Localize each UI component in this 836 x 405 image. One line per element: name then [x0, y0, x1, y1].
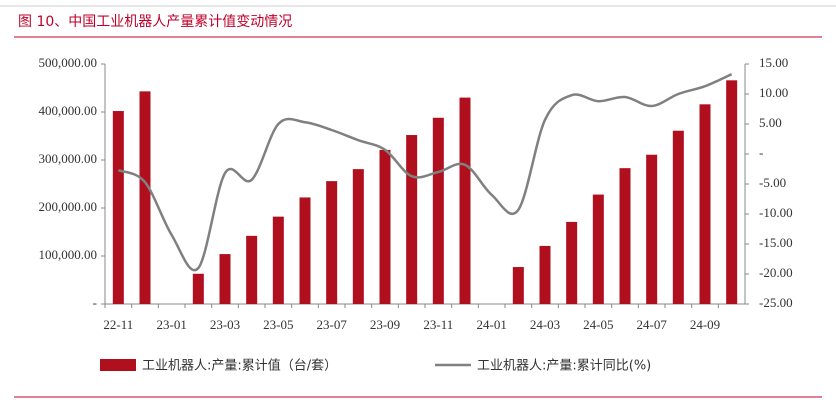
chart-title: 图 10、中国工业机器人产量累计值变动情况 [18, 14, 292, 30]
bar [139, 91, 151, 304]
legend-label: 工业机器人:产量:累计值（台/套） [142, 358, 337, 374]
bar [272, 216, 284, 304]
bar [672, 130, 684, 304]
y2-tick-label: 10.00 [759, 85, 788, 100]
x-tick-label: 24-09 [690, 317, 720, 332]
y2-tick-label: - [759, 145, 763, 160]
bar [219, 254, 231, 304]
bar [699, 104, 711, 304]
y2-tick-label: -5.00 [759, 175, 786, 190]
legend-swatch [100, 359, 136, 371]
x-tick-label: 24-07 [636, 317, 667, 332]
bar [192, 273, 204, 304]
bar [299, 197, 311, 304]
bar [459, 97, 471, 304]
bar [592, 194, 604, 304]
legend-label: 工业机器人:产量:累计同比(%) [477, 359, 651, 374]
bar [539, 245, 551, 304]
line [117, 73, 733, 272]
x-tick-label: 23-05 [263, 317, 293, 332]
x-tick-label: 23-11 [423, 317, 453, 332]
y-tick-label: 200,000.00 [39, 199, 98, 214]
bar [512, 267, 524, 304]
y-tick-label: 500,000.00 [39, 55, 98, 70]
bar [646, 154, 658, 304]
bar [406, 135, 418, 304]
x-tick-label: 24-05 [583, 317, 613, 332]
bar [246, 235, 258, 304]
y2-tick-label: 15.00 [759, 55, 788, 70]
x-tick-label: 22-11 [103, 317, 133, 332]
bar [352, 169, 364, 304]
bar [432, 117, 444, 304]
x-tick-label: 23-01 [156, 317, 186, 332]
x-tick-label: 23-09 [370, 317, 400, 332]
x-tick-label: 23-03 [210, 317, 240, 332]
y-tick-label: 100,000.00 [39, 247, 98, 262]
y-tick-label: - [93, 295, 97, 310]
bar [379, 149, 391, 304]
y2-tick-label: -20.00 [759, 265, 793, 280]
y2-tick-label: 5.00 [759, 115, 782, 130]
bar [112, 111, 124, 304]
bar [726, 80, 738, 304]
y2-tick-label: -10.00 [759, 205, 793, 220]
y2-tick-label: -15.00 [759, 235, 793, 250]
bar [566, 221, 578, 304]
x-tick-label: 24-03 [530, 317, 560, 332]
y2-tick-label: -25.00 [759, 295, 793, 310]
y-tick-label: 300,000.00 [39, 151, 98, 166]
bar [619, 168, 631, 304]
bar [326, 181, 338, 304]
x-tick-label: 24-01 [476, 317, 506, 332]
x-tick-label: 23-07 [316, 317, 347, 332]
y-tick-label: 400,000.00 [39, 103, 98, 118]
